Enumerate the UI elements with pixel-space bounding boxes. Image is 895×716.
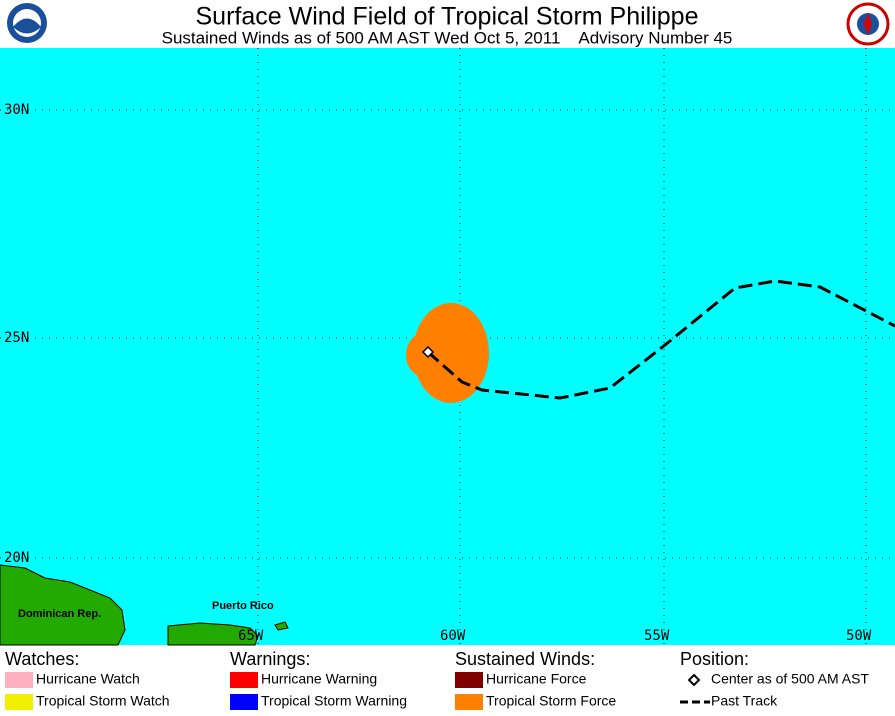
noaa-logo	[7, 3, 47, 43]
legend-label: Tropical Storm Force	[486, 693, 616, 709]
lon-label: 50W	[846, 628, 872, 644]
subtitle: Sustained Winds as of 500 AM AST Wed Oct…	[162, 28, 733, 47]
coordinate-labels: 30N 25N 20N 65W 60W 55W 50W	[4, 102, 872, 644]
legend: Watches: Hurricane Watch Tropical Storm Wa…	[5, 649, 869, 710]
place-label: Puerto Rico	[212, 600, 274, 612]
legend-label: Tropical Storm Watch	[36, 693, 170, 709]
lon-label: 60W	[440, 628, 466, 644]
lat-label: 25N	[4, 330, 29, 346]
place-label: Dominican Rep.	[18, 608, 101, 620]
lat-label: 30N	[4, 102, 29, 118]
legend-title: Watches:	[5, 649, 79, 669]
past-track	[427, 279, 895, 400]
legend-label: Tropical Storm Warning	[261, 693, 407, 709]
legend-label: Past Track	[711, 693, 778, 709]
legend-swatch	[230, 694, 258, 710]
legend-swatch	[230, 672, 258, 688]
legend-label: Hurricane Warning	[261, 671, 377, 687]
legend-label: Hurricane Watch	[36, 671, 140, 687]
storm-center	[421, 345, 435, 359]
lat-label: 20N	[4, 550, 29, 566]
lon-label: 55W	[644, 628, 670, 644]
legend-title: Sustained Winds:	[455, 649, 595, 669]
legend-diamond	[687, 673, 701, 687]
grid	[0, 48, 895, 645]
land	[0, 564, 289, 646]
legend-swatch	[5, 694, 33, 710]
legend-title: Warnings:	[230, 649, 310, 669]
nws-logo	[846, 2, 890, 46]
lon-label: 65W	[238, 628, 264, 644]
legend-swatch	[455, 694, 483, 710]
legend-title: Position:	[680, 649, 749, 669]
tropical-storm-wind-field	[406, 303, 489, 403]
title: Surface Wind Field of Tropical Storm Phi…	[196, 3, 699, 31]
legend-swatch	[455, 672, 483, 688]
legend-label: Center as of 500 AM AST	[711, 671, 869, 687]
legend-swatch	[5, 672, 33, 688]
legend-label: Hurricane Force	[486, 671, 587, 687]
